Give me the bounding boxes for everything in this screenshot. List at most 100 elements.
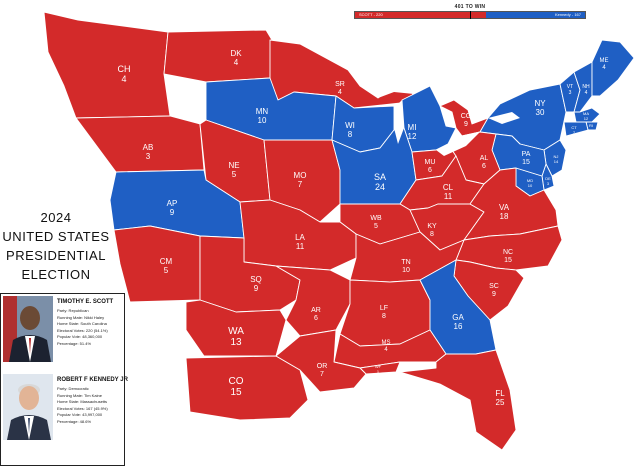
state-ch bbox=[43, 11, 171, 119]
state-abbr-label: ME bbox=[600, 58, 609, 64]
state-abbr-label: KY bbox=[427, 223, 437, 230]
state-abbr-label: RI bbox=[589, 123, 593, 128]
state-ev-label: 15 bbox=[522, 159, 530, 166]
lake-michigan bbox=[394, 100, 404, 144]
state-ev-label: 8 bbox=[382, 313, 386, 320]
tally-dem-label: Kennedy - 167 bbox=[554, 12, 581, 17]
state-ev-label: 7 bbox=[320, 371, 324, 378]
state-ev-label: 4 bbox=[602, 65, 606, 71]
state-abbr-label: NC bbox=[503, 249, 513, 256]
candidate-detail: Running Mate: Tim Kaine bbox=[57, 392, 102, 398]
state-ev-label: 4 bbox=[234, 58, 239, 67]
state-ev-label: 16 bbox=[454, 322, 463, 331]
state-ev-label: 1 bbox=[377, 369, 380, 374]
title-line: UNITED STATES bbox=[2, 229, 110, 244]
state-ct bbox=[563, 121, 589, 137]
state-abbr-label: DE bbox=[545, 176, 551, 181]
title-line: 2024 bbox=[40, 210, 72, 225]
state-abbr-label: CH bbox=[118, 64, 131, 74]
state-ev-label: 15 bbox=[230, 387, 242, 398]
state-abbr-label: MU bbox=[425, 159, 436, 166]
state-ev-label: 11 bbox=[444, 192, 453, 201]
state-ev-label: 14 bbox=[554, 159, 559, 164]
candidate-info-kennedy: ROBERT F KENNEDY JR Party: Democratic Ru… bbox=[57, 377, 128, 425]
state-abbr-label: MO bbox=[294, 171, 307, 180]
state-ev-label: 9 bbox=[254, 284, 259, 293]
state-abbr-label: CT bbox=[571, 125, 577, 130]
great-lakes bbox=[360, 72, 520, 156]
state-ev-label: 8 bbox=[348, 130, 353, 139]
state-ev-label: 7 bbox=[298, 180, 303, 189]
state-abbr-label: SR bbox=[335, 81, 345, 88]
state-ab bbox=[75, 115, 205, 173]
state-ev-label: 10 bbox=[258, 116, 267, 125]
state-ev-label: 6 bbox=[428, 167, 432, 174]
state-ev-label: 6 bbox=[314, 315, 318, 322]
state-abbr-label: DK bbox=[230, 49, 242, 58]
candidate-detail: Home State: South Carolina bbox=[57, 321, 107, 326]
state-abbr-label: FL bbox=[495, 389, 505, 398]
state-abbr-label: SC bbox=[489, 283, 499, 290]
state-ev-label: 9 bbox=[492, 291, 496, 298]
state-ev-label: 11 bbox=[296, 242, 305, 251]
state-abbr-label: AB bbox=[143, 143, 154, 152]
state-abbr-label: MN bbox=[256, 107, 269, 116]
candidate-detail: Percentage: 48.6% bbox=[57, 418, 92, 424]
state-abbr-label: LA bbox=[295, 233, 305, 242]
state-ev-label: 10 bbox=[402, 267, 410, 274]
state-ev-label: 15 bbox=[504, 257, 512, 264]
state-abbr-label: MD bbox=[527, 178, 533, 183]
state-abbr-label: WB bbox=[370, 215, 382, 222]
candidate-detail: Percentage: 51.4% bbox=[57, 340, 92, 346]
state-ev-label: 4 bbox=[384, 347, 388, 353]
state-ev-label: 5 bbox=[232, 170, 237, 179]
state-abbr-label: SA bbox=[374, 172, 386, 182]
candidate-name: TIMOTHY E. SCOTT bbox=[57, 299, 114, 305]
state-or bbox=[275, 329, 367, 393]
state-abbr-label: CM bbox=[160, 257, 173, 266]
candidate-legend: TIMOTHY E. SCOTT Party: Republican Runni… bbox=[0, 293, 128, 466]
electoral-tally-bar: 401 TO WIN SCOTT - 220 Kennedy - 167 bbox=[354, 4, 586, 19]
candidate-detail: Party: Republican bbox=[57, 308, 89, 313]
state-abbr-label: GA bbox=[452, 313, 464, 322]
lake-erie bbox=[436, 132, 480, 156]
state-ev-label: 3 bbox=[569, 90, 572, 96]
tally-track: SCOTT - 220 Kennedy - 167 bbox=[354, 11, 586, 19]
candidate-detail: Home State: Massachusetts bbox=[57, 399, 108, 404]
state-ev-label: 5 bbox=[164, 266, 169, 275]
state-ev-label: 7 bbox=[573, 130, 576, 135]
state-abbr-label: MI bbox=[408, 123, 417, 132]
state-abbr-label: CG bbox=[461, 113, 472, 120]
lake-ontario bbox=[488, 112, 520, 124]
title-line: ELECTION bbox=[21, 267, 91, 282]
state-abbr-label: WF bbox=[375, 364, 382, 369]
state-co bbox=[185, 355, 309, 421]
candidate-portrait-scott bbox=[3, 296, 53, 362]
state-abbr-label: CO bbox=[229, 376, 244, 387]
state-abbr-label: AR bbox=[311, 307, 321, 314]
state-ev-label: 4 bbox=[590, 128, 593, 133]
state-abbr-label: TN bbox=[401, 259, 410, 266]
state-ev-label: 8 bbox=[430, 231, 434, 238]
state-abbr-label: NY bbox=[534, 99, 546, 108]
state-abbr-label: VA bbox=[499, 203, 510, 212]
candidate-detail: Party: Democratic bbox=[57, 386, 89, 391]
candidate-detail: Popular Vote: 43,997,000 bbox=[57, 412, 103, 417]
state-dk bbox=[163, 29, 273, 83]
state-ev-label: 3 bbox=[146, 152, 151, 161]
map-title: 2024 UNITED STATES PRESIDENTIAL ELECTION bbox=[0, 208, 112, 284]
state-abbr-label: NH bbox=[582, 84, 590, 90]
state-ev-label: 18 bbox=[500, 212, 509, 221]
state-ev-label: 9 bbox=[170, 208, 175, 217]
candidate-portrait-kennedy bbox=[3, 374, 53, 440]
state-ev-label: 6 bbox=[482, 163, 486, 170]
state-abbr-label: AL bbox=[480, 155, 489, 162]
candidate-name: ROBERT F KENNEDY JR bbox=[57, 377, 128, 383]
state-cm bbox=[113, 225, 201, 303]
state-ev-label: 24 bbox=[375, 182, 385, 192]
state-fl bbox=[399, 349, 517, 451]
state-abbr-label: VT bbox=[567, 84, 573, 90]
state-ev-label: 25 bbox=[496, 398, 505, 407]
state-abbr-label: SQ bbox=[250, 275, 262, 284]
state-ev-label: 3 bbox=[547, 181, 550, 186]
